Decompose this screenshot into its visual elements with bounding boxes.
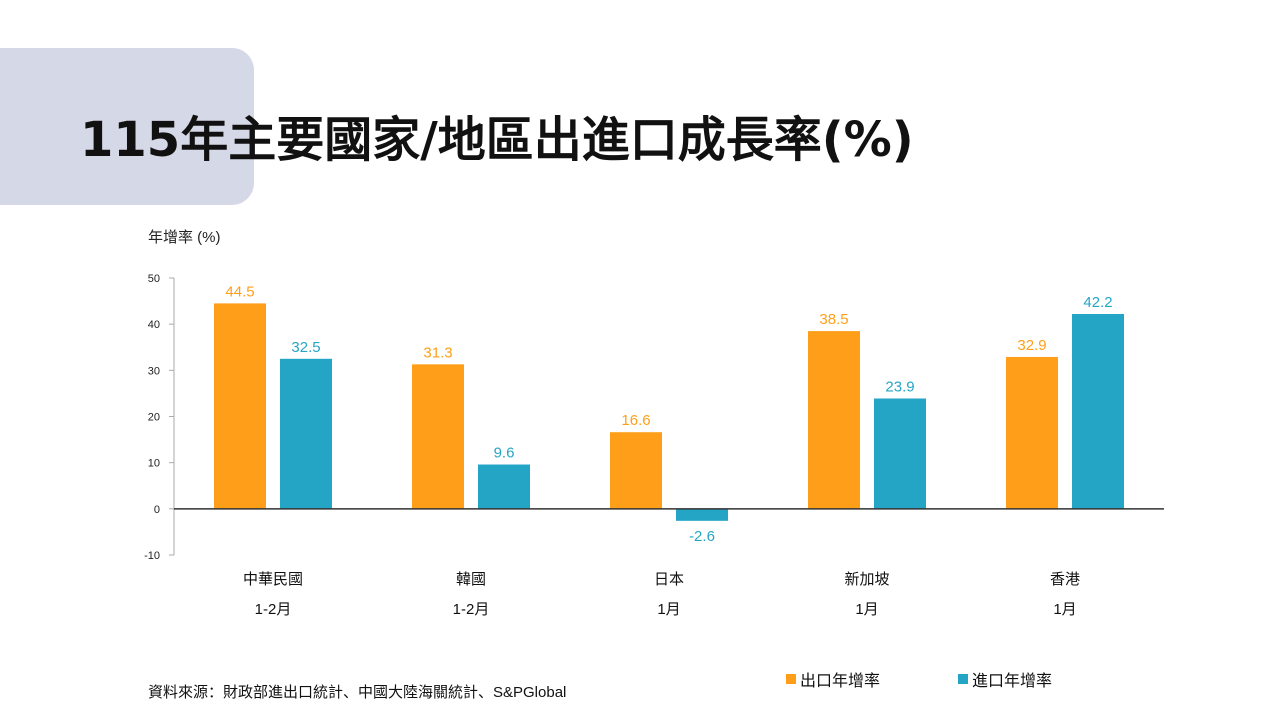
x-period-label: 1月 <box>855 601 878 618</box>
source-note: 資料來源：財政部進出口統計、中國大陸海關統計、S&PGlobal <box>148 684 567 701</box>
bar-export <box>214 303 266 509</box>
bar-export <box>412 364 464 509</box>
x-category-label: 日本 <box>654 571 684 588</box>
bar-import <box>874 398 926 509</box>
data-label: 32.5 <box>291 339 320 356</box>
x-category-label: 新加坡 <box>844 571 889 588</box>
y-axis-label: 年增率 (%) <box>148 229 221 246</box>
x-period-label: 1-2月 <box>453 601 490 618</box>
y-tick-label: 40 <box>148 319 160 331</box>
x-category-label: 韓國 <box>456 571 486 588</box>
data-label: 31.3 <box>423 344 452 361</box>
bar-import <box>478 464 530 509</box>
bar-export <box>610 432 662 509</box>
bar-import <box>1072 314 1124 509</box>
legend-swatch-import <box>958 674 968 684</box>
bar-import <box>280 358 332 509</box>
legend-label-import: 進口年增率 <box>972 673 1053 690</box>
data-label: 23.9 <box>885 378 914 395</box>
legend-swatch-export <box>786 674 796 684</box>
page-title: 115年主要國家/地區出進口成長率(%) <box>80 112 914 168</box>
data-label: -2.6 <box>689 528 715 545</box>
y-tick-label: 10 <box>148 458 160 470</box>
bar-export <box>1006 356 1058 509</box>
data-label: 32.9 <box>1017 337 1046 354</box>
x-period-label: 1-2月 <box>255 601 292 618</box>
y-tick-label: 0 <box>154 504 160 516</box>
legend-label-export: 出口年增率 <box>800 673 881 690</box>
bar-import <box>676 508 728 521</box>
y-tick-label: 50 <box>148 273 160 285</box>
x-period-label: 1月 <box>657 601 680 618</box>
x-category-label: 香港 <box>1050 571 1080 588</box>
legend-item-import: 進口年增率 <box>958 667 1052 691</box>
x-category-label: 中華民國 <box>243 571 303 588</box>
data-label: 38.5 <box>819 311 848 328</box>
data-label: 9.6 <box>494 445 515 462</box>
data-label: 44.5 <box>225 283 254 300</box>
y-tick-label: 30 <box>148 365 160 377</box>
y-tick-label: 20 <box>148 412 160 424</box>
legend-item-export: 出口年增率 <box>786 667 880 691</box>
bar-export <box>808 331 860 509</box>
y-tick-label: -10 <box>144 550 160 562</box>
data-label: 42.2 <box>1083 294 1112 311</box>
x-period-label: 1月 <box>1053 601 1076 618</box>
title-background <box>0 48 254 205</box>
data-label: 16.6 <box>621 412 650 429</box>
